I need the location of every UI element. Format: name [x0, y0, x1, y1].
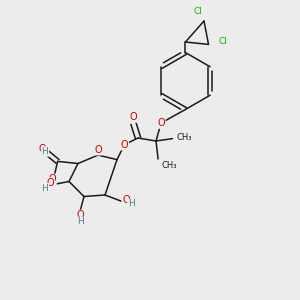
Text: CH₃: CH₃	[162, 161, 177, 170]
Text: O: O	[121, 140, 128, 150]
Text: Cl: Cl	[194, 8, 203, 16]
Text: O: O	[76, 210, 84, 220]
Text: H: H	[128, 200, 135, 208]
Text: H: H	[42, 184, 48, 193]
Text: O: O	[46, 178, 54, 188]
Text: O: O	[48, 174, 56, 184]
Text: H: H	[42, 147, 48, 156]
Text: O: O	[122, 195, 130, 205]
Text: O: O	[130, 112, 137, 122]
Text: O: O	[157, 118, 165, 128]
Text: O: O	[38, 143, 46, 154]
Text: CH₃: CH₃	[176, 134, 192, 142]
Text: O: O	[94, 145, 102, 155]
Text: H: H	[77, 218, 84, 226]
Text: Cl: Cl	[218, 37, 227, 46]
